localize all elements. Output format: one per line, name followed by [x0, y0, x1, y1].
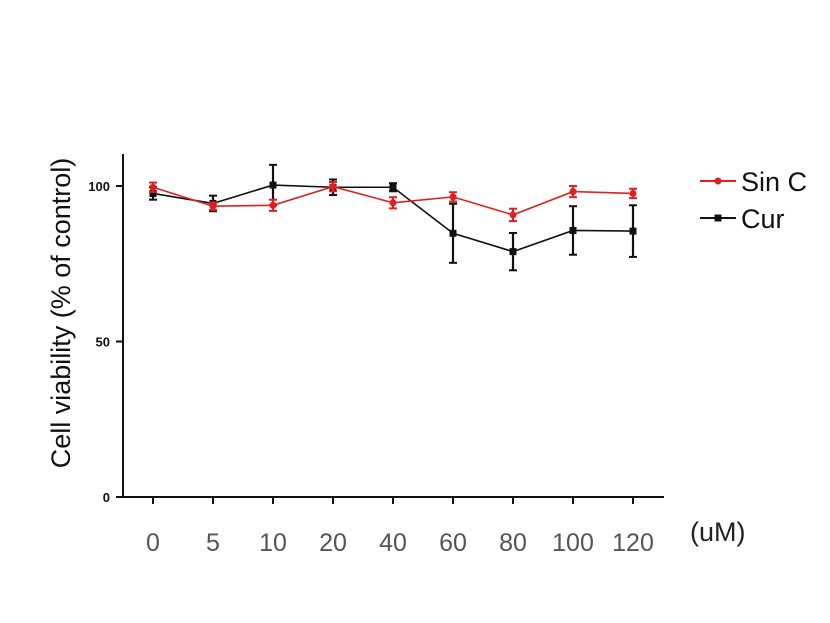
data-point: [269, 201, 277, 209]
x-tick-label: 60: [439, 529, 467, 557]
y-axis-label: Cell viability (% of control): [46, 158, 76, 469]
series-line-cur: [152, 184, 634, 253]
series-sin-c: [149, 180, 637, 223]
x-tick-label: 5: [206, 529, 220, 557]
legend: Sin C Cur: [700, 167, 807, 234]
y-tick-label: 50: [96, 335, 110, 350]
x-tick-label: 20: [319, 529, 347, 557]
data-point: [629, 227, 637, 235]
x-tick-label: 100: [552, 529, 594, 557]
data-point: [629, 189, 637, 197]
data-point: [449, 229, 457, 237]
y-ticks: 0 50 100: [88, 179, 123, 505]
legend-marker: [714, 177, 722, 185]
series-layer: [149, 163, 637, 272]
legend-marker: [714, 214, 722, 222]
y-tick-label: 100: [88, 179, 110, 194]
data-point: [389, 199, 397, 207]
x-tick-label: 120: [612, 529, 654, 557]
data-point: [509, 248, 517, 256]
x-tick-label: 80: [499, 529, 527, 557]
data-point: [269, 181, 277, 189]
data-point: [329, 183, 337, 191]
data-point: [569, 188, 577, 196]
data-point: [149, 189, 157, 197]
legend-item-sin-c: Sin C: [700, 167, 807, 197]
data-point: [149, 183, 157, 191]
y-tick-label: 0: [103, 490, 110, 505]
legend-item-cur: Cur: [700, 204, 785, 234]
data-point: [569, 226, 577, 234]
data-point: [209, 202, 217, 210]
data-point: [509, 211, 517, 219]
legend-label: Cur: [741, 204, 785, 234]
x-tick-label: 10: [259, 529, 287, 557]
x-tick-label: 0: [146, 529, 160, 557]
data-point: [449, 193, 457, 201]
x-ticks: 0 5 10 20 40 60 80 100 120: [146, 497, 654, 557]
x-tick-label: 40: [379, 529, 407, 557]
x-axis-unit-label: (uM): [690, 517, 746, 547]
data-point: [389, 183, 397, 191]
series-cur: [149, 163, 637, 272]
legend-label: Sin C: [741, 167, 807, 197]
